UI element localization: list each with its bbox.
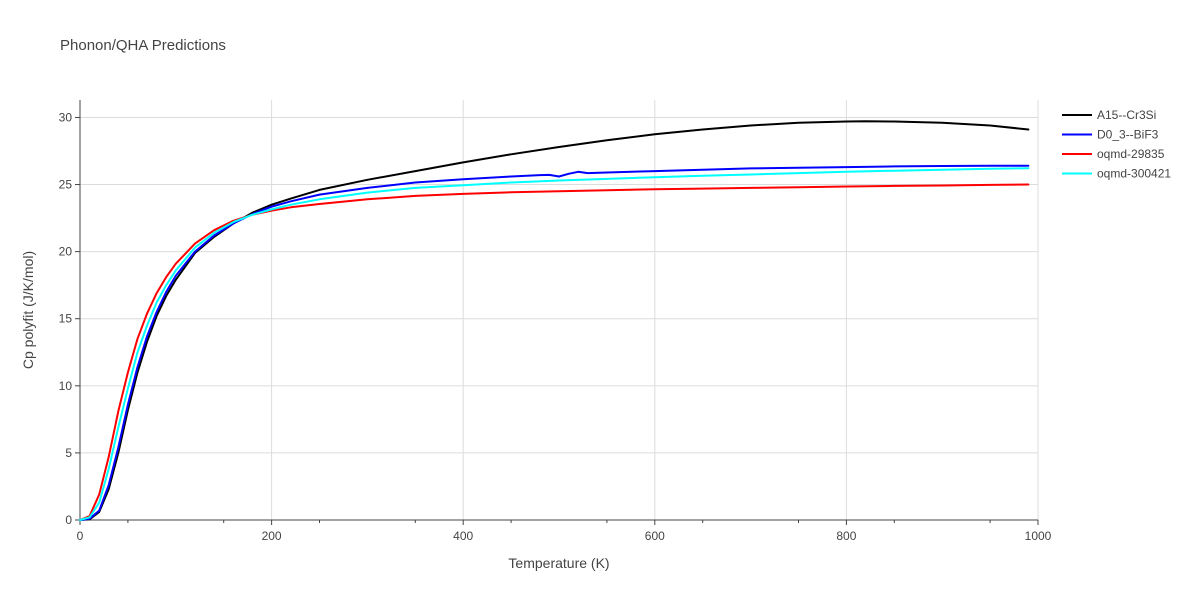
x-tick-label: 800	[836, 529, 856, 543]
series-layer	[79, 120, 1030, 521]
series-line-1	[79, 164, 1030, 521]
y-axis-title: Cp polyfit (J/K/mol)	[20, 251, 36, 369]
legend-label: oqmd-300421	[1097, 167, 1171, 181]
x-tick-label: 600	[645, 529, 665, 543]
x-tick-label: 200	[262, 529, 282, 543]
y-tick-label: 5	[65, 446, 72, 460]
series-line-2	[79, 183, 1030, 521]
legend-item[interactable]: oqmd-29835	[1062, 147, 1165, 161]
series-line-3	[79, 167, 1030, 521]
legend-item[interactable]: A15--Cr3Si	[1062, 108, 1156, 122]
y-tick-label: 30	[59, 110, 73, 124]
y-tick-label: 20	[59, 245, 73, 259]
grid-layer	[80, 100, 1039, 520]
series-line-0	[79, 120, 1030, 521]
legend[interactable]: A15--Cr3Si D0_3--BiF3 oqmd-29835 oqmd-30042…	[1062, 108, 1171, 181]
legend-item[interactable]: oqmd-300421	[1062, 167, 1171, 181]
legend-label: oqmd-29835	[1097, 147, 1165, 161]
y-tick-label: 15	[59, 312, 73, 326]
chart-title: Phonon/QHA Predictions	[60, 37, 226, 54]
axes-layer: 0 200 400 600 800 1000 0 5 10 15 20 25 30	[59, 100, 1052, 543]
legend-label: A15--Cr3Si	[1097, 108, 1156, 122]
y-tick-label: 10	[59, 379, 73, 393]
y-tick-label: 0	[65, 513, 72, 527]
x-tick-label: 400	[453, 529, 473, 543]
x-axis-title: Temperature (K)	[508, 555, 609, 571]
legend-item[interactable]: D0_3--BiF3	[1062, 128, 1159, 142]
legend-label: D0_3--BiF3	[1097, 128, 1159, 142]
x-tick-label: 1000	[1025, 529, 1052, 543]
x-tick-label: 0	[77, 529, 84, 543]
y-tick-label: 25	[59, 178, 73, 192]
